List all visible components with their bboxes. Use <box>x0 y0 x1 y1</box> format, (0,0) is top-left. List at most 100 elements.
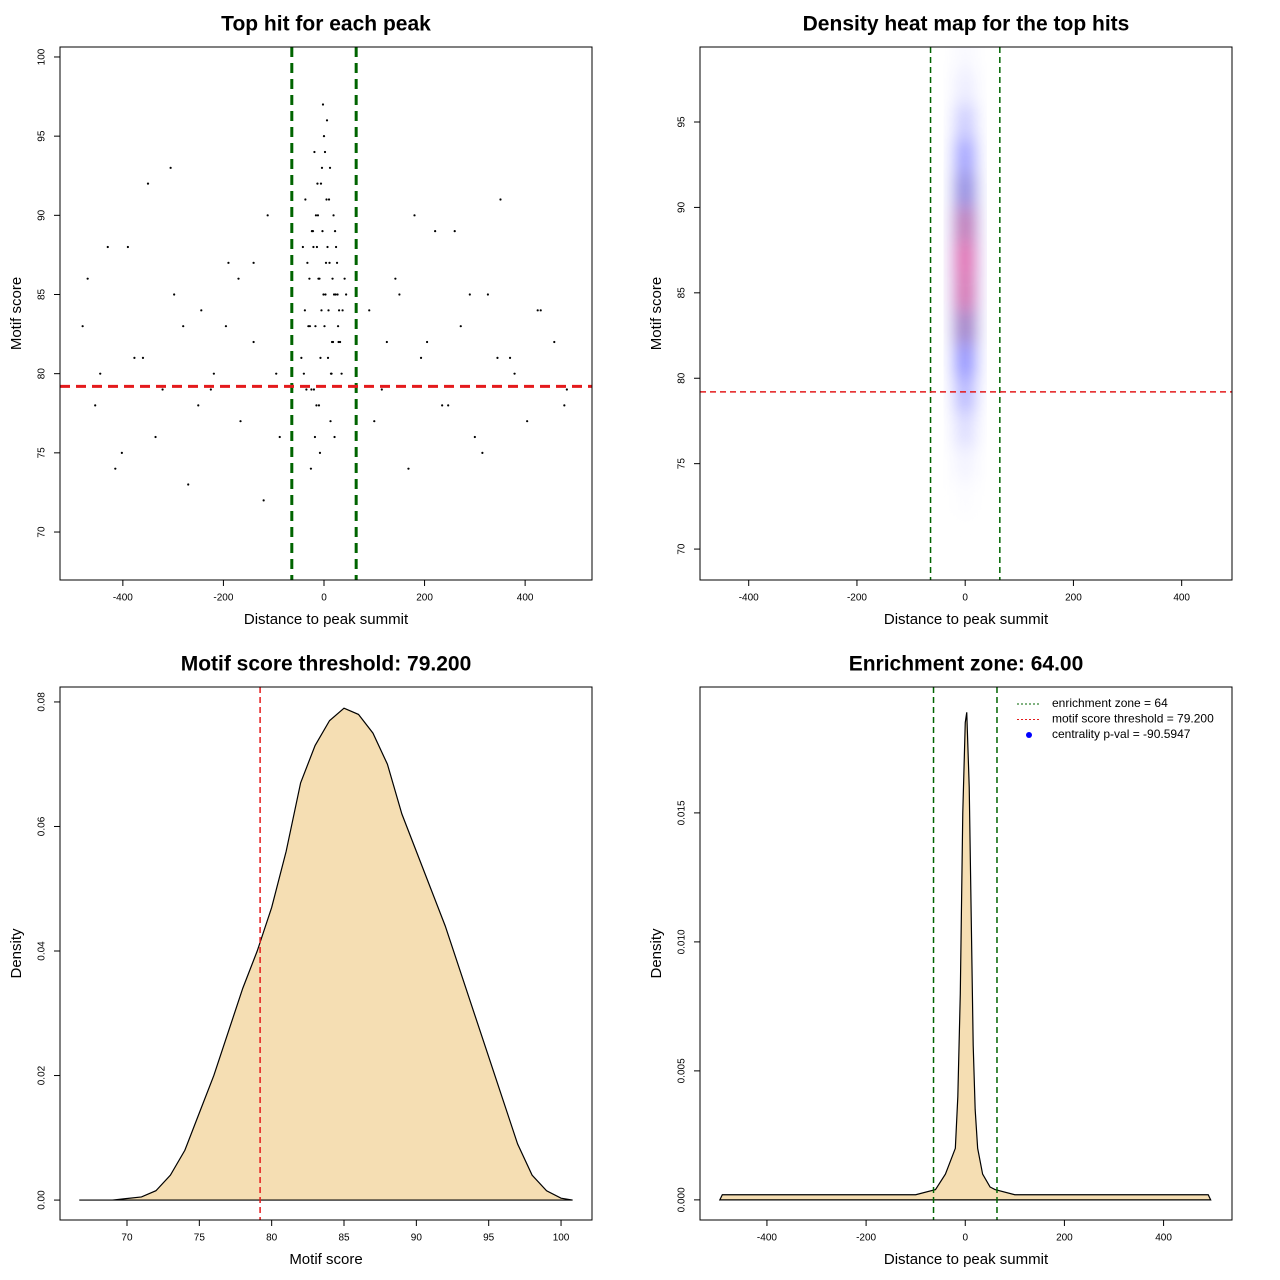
heat-cell <box>965 480 971 515</box>
point <box>326 356 330 359</box>
heat-cell <box>959 47 966 71</box>
point <box>161 388 164 391</box>
point <box>212 372 215 375</box>
heat-cell <box>965 446 971 481</box>
heat-cell <box>970 173 977 208</box>
point <box>133 356 136 359</box>
x-tick-label: 400 <box>517 593 534 604</box>
point <box>419 356 423 359</box>
point <box>322 293 325 296</box>
point <box>333 230 337 233</box>
chart-title: Enrichment zone: 64.00 <box>849 653 1084 676</box>
heat-cell <box>954 275 960 310</box>
point <box>319 182 323 185</box>
point <box>341 309 344 312</box>
heat-cell <box>959 139 966 174</box>
point <box>237 277 240 280</box>
heat-cell <box>970 412 977 447</box>
point <box>141 356 145 359</box>
y-tick-label: 0.04 <box>37 941 48 961</box>
point <box>333 435 336 439</box>
point <box>173 293 176 296</box>
heat-cell <box>959 309 966 345</box>
point <box>481 451 484 454</box>
heat-cell <box>970 378 977 413</box>
heat-cell <box>965 275 971 310</box>
point <box>373 420 376 423</box>
point <box>209 388 212 391</box>
point <box>468 293 471 296</box>
plot-area <box>700 47 1232 580</box>
point <box>303 309 306 312</box>
point <box>169 166 172 169</box>
point <box>312 245 315 249</box>
point <box>317 404 321 407</box>
x-tick-label: -200 <box>847 593 867 604</box>
x-tick-label: -400 <box>739 593 759 604</box>
point <box>266 214 269 217</box>
x-axis-label: Motif score <box>289 1251 362 1268</box>
x-tick-label: 100 <box>553 1233 570 1244</box>
heat-cell <box>965 412 971 447</box>
heat-cell <box>954 378 960 413</box>
point <box>86 277 89 280</box>
heat-cell <box>959 70 966 105</box>
point <box>262 499 265 502</box>
point <box>308 325 312 328</box>
point <box>380 388 383 391</box>
heat-cell <box>965 378 971 413</box>
point <box>324 293 327 296</box>
panel: Top hit for each peak Distance to peak su… <box>8 13 593 628</box>
point <box>335 261 339 264</box>
point <box>337 309 341 312</box>
point <box>311 230 315 233</box>
heat-cell <box>965 309 971 345</box>
x-tick-label: 85 <box>338 1233 350 1244</box>
point <box>565 388 568 391</box>
x-axis-label: Distance to peak summit <box>244 611 409 628</box>
point <box>322 135 326 138</box>
plot-frame <box>59 686 593 1221</box>
point <box>313 435 317 439</box>
point <box>526 420 529 423</box>
x-tick-label: -400 <box>113 593 133 604</box>
heat-cell <box>970 207 977 242</box>
heat-cell <box>959 412 966 447</box>
point <box>313 150 316 154</box>
point <box>486 293 490 296</box>
x-tick-label: 400 <box>1173 593 1190 604</box>
plot-area <box>79 687 573 1220</box>
point <box>334 293 337 296</box>
y-tick-label: 70 <box>677 543 688 555</box>
point <box>182 325 185 328</box>
point <box>385 340 388 344</box>
point <box>473 435 476 439</box>
point <box>499 198 502 201</box>
heat-cell <box>959 207 966 242</box>
y-tick-label: 80 <box>677 372 688 384</box>
heat-cell <box>970 480 977 515</box>
panel: Motif score threshold: 79.200 Motif score… <box>8 653 593 1268</box>
y-axis-label: Density <box>648 928 665 979</box>
point <box>332 214 335 217</box>
heat-cell <box>970 275 977 310</box>
legend-marker <box>1026 732 1032 738</box>
x-tick-label: 200 <box>416 593 433 604</box>
point <box>320 166 324 169</box>
point <box>319 356 322 359</box>
heat-cell <box>959 275 966 310</box>
point <box>315 245 319 249</box>
point <box>252 261 255 264</box>
point <box>81 325 84 328</box>
y-tick-label: 0.005 <box>677 1058 688 1083</box>
heat-cell <box>954 446 960 481</box>
point <box>239 420 242 423</box>
heat-cell <box>965 139 971 174</box>
point <box>326 245 329 249</box>
point <box>300 356 303 359</box>
point <box>368 309 371 312</box>
heat-cell <box>970 446 977 481</box>
x-tick-label: 0 <box>962 1233 968 1244</box>
y-tick-label: 75 <box>37 447 48 459</box>
